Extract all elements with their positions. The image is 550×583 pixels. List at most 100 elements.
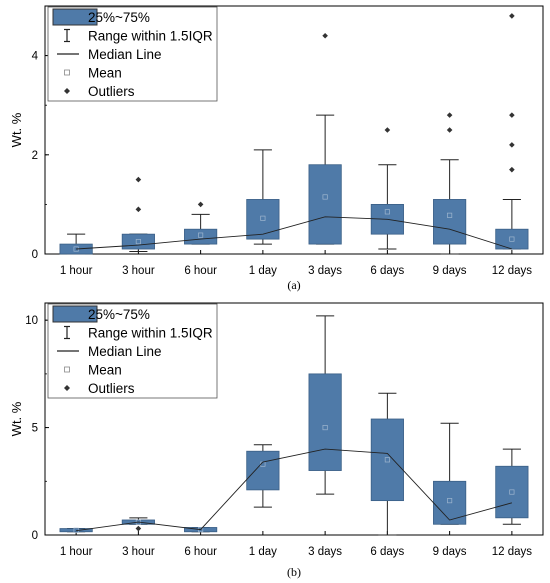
legend-item: Median Line [57,344,162,359]
box-4 [246,444,280,508]
y-tick-label: 4 [32,51,39,63]
x-tick-label: 12 days [492,546,533,558]
legend-item: 25%~75% [52,305,150,323]
iqr-box [246,199,280,240]
x-tick-label: 6 days [370,265,404,277]
legend-mean-swatch [64,69,70,76]
box-5 [308,315,342,495]
outlier-point [197,201,204,208]
legend-label: Mean [88,363,122,378]
box-2 [121,176,155,253]
legend-item: Median Line [57,47,162,62]
outlier-point [384,127,391,133]
box-5 [308,32,342,245]
mean-marker [509,236,515,242]
x-tick-label: 3 days [308,546,342,558]
legend-label: Median Line [88,47,162,62]
x-tick-label: 6 hour [184,546,217,558]
box-3 [184,201,218,245]
outlier-point [509,166,515,173]
box-7 [433,422,467,525]
legend-label: Range within 1.5IQR [88,29,213,44]
legend-mean-swatch [64,366,70,373]
x-tick-label: 12 days [492,265,533,277]
plot-frame [44,302,544,536]
iqr-box [59,528,93,533]
y-tick-label: 0 [32,530,38,542]
box-6 [370,392,404,536]
x-tick-label: 1 hour [60,546,93,558]
iqr-box [246,450,280,491]
legend-item: Range within 1.5IQR [64,29,213,44]
legend-label: Range within 1.5IQR [88,326,213,341]
mean-marker [447,498,453,504]
box-7 [433,112,467,255]
y-axis-label: Wt. % [9,112,24,147]
iqr-box [495,465,529,519]
outlier-point [509,142,515,148]
legend-label: 25%~75% [88,307,150,322]
x-tick-label: 1 day [249,265,277,277]
x-tick-label: 1 day [249,546,277,558]
legend-label: 25%~75% [88,10,150,25]
x-tick-label: 6 hour [184,265,217,277]
legend-item: Outliers [64,381,135,396]
legend-label: Outliers [88,381,135,396]
outlier-point [446,127,453,133]
mean-marker [384,457,390,463]
outlier-point [509,112,515,118]
mean-marker [384,209,390,215]
legend-label: Mean [88,66,122,81]
x-tick-label: 3 hour [122,265,155,277]
box-1 [59,233,93,255]
x-tick-label: 3 days [308,265,342,277]
x-tick-label: 3 hour [122,546,155,558]
x-tick-label: 6 days [370,546,404,558]
median-line [76,216,513,250]
legend-item: Mean [64,363,122,378]
legend-label: Median Line [88,344,162,359]
outlier-point [135,206,142,213]
iqr-box [121,233,155,250]
mean-marker [447,212,453,218]
box-plot-panel: 0 2 4 Wt. % 1 hour 3 hour 6 hour 1 day 3 days 6 d… [9,5,544,292]
x-tick-label: 1 hour [60,265,93,277]
legend-item: Mean [64,66,122,81]
iqr-box [370,418,404,502]
iqr-box [184,228,218,245]
mean-marker [198,232,204,238]
box-4 [246,149,280,245]
plot-frame [44,5,544,255]
box-2 [121,517,155,532]
panel-caption: (a) [287,278,300,292]
outlier-point [446,112,453,118]
legend-item: Outliers [64,84,135,99]
mean-marker [260,215,266,221]
y-tick-label: 10 [25,315,38,327]
mean-marker [509,489,515,495]
median-line [76,448,513,532]
panel-caption: (b) [287,565,301,579]
outlier-point [322,32,328,39]
y-tick-label: 0 [32,249,38,261]
outlier-point [135,176,142,183]
legend-box-swatch [52,305,98,323]
legend-item: Range within 1.5IQR [64,326,213,341]
x-tick-label: 9 days [433,546,467,558]
box-plot-panel: 0 5 10 Wt. % 1 hour 3 hour 6 hour 1 day 3 days 6 … [9,302,544,579]
outlier-point [509,13,515,19]
mean-marker [322,194,328,200]
box-8 [495,13,529,250]
legend-outlier-swatch [64,385,70,391]
iqr-box [308,373,342,471]
legend-outlier-swatch [64,88,70,94]
y-tick-label: 2 [32,150,38,162]
box-6 [370,127,404,250]
x-tick-label: 9 days [433,265,467,277]
y-tick-label: 5 [32,423,38,435]
box-1 [59,527,93,533]
box-8 [495,448,529,525]
outlier-point [135,525,142,532]
legend-item: 25%~75% [52,8,150,26]
